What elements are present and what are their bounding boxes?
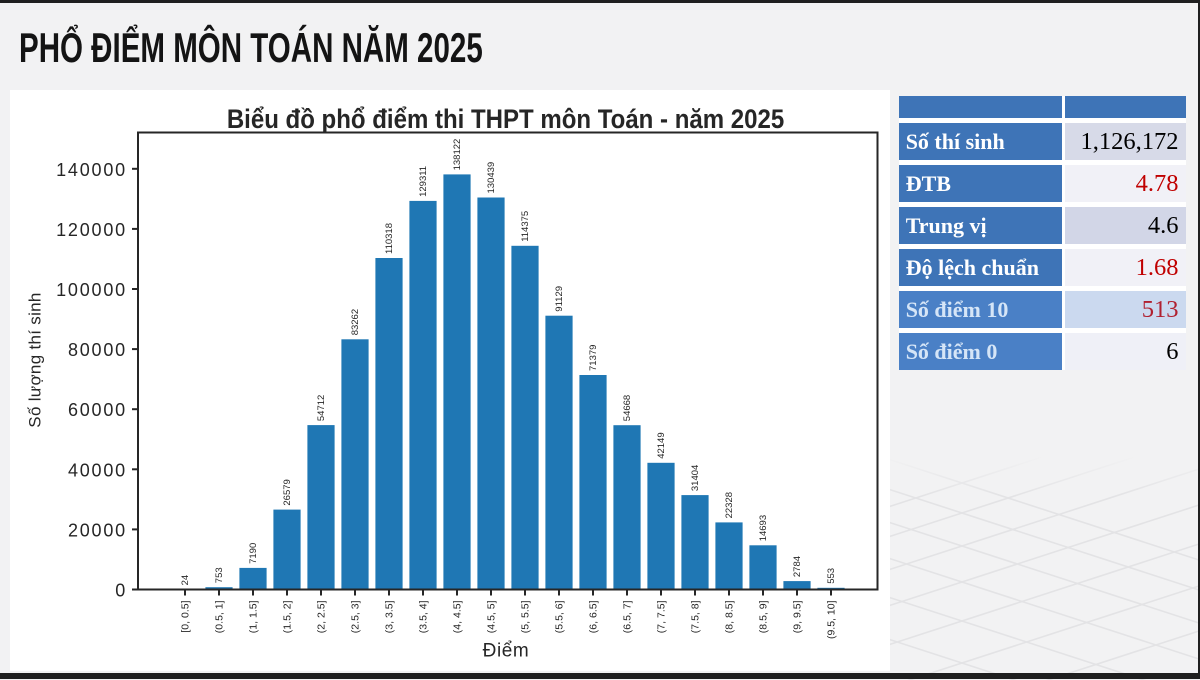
svg-text:40000: 40000 — [68, 460, 127, 480]
svg-text:83262: 83262 — [350, 309, 361, 335]
svg-text:(0.5, 1]: (0.5, 1] — [214, 600, 226, 633]
svg-text:71379: 71379 — [588, 345, 599, 371]
svg-text:14693: 14693 — [758, 515, 769, 541]
svg-text:(2.5, 3]: (2.5, 3] — [350, 600, 362, 633]
svg-text:(3, 3.5]: (3, 3.5] — [384, 600, 396, 633]
svg-text:(1, 1.5]: (1, 1.5] — [248, 600, 260, 633]
svg-text:120000: 120000 — [56, 220, 127, 240]
svg-text:Số lượng thí sinh: Số lượng thí sinh — [26, 292, 45, 427]
svg-text:110318: 110318 — [384, 223, 395, 254]
svg-text:26579: 26579 — [282, 479, 293, 505]
svg-text:(7.5, 8]: (7.5, 8] — [690, 600, 702, 633]
svg-text:60000: 60000 — [68, 400, 127, 420]
svg-text:54668: 54668 — [622, 395, 633, 421]
svg-text:(5, 5.5]: (5, 5.5] — [520, 600, 532, 633]
svg-text:(1.5, 2]: (1.5, 2] — [282, 600, 294, 633]
svg-text:(5.5, 6]: (5.5, 6] — [554, 600, 566, 633]
svg-text:(7, 7.5]: (7, 7.5] — [656, 600, 668, 633]
svg-text:100000: 100000 — [56, 280, 127, 300]
svg-text:0: 0 — [115, 581, 127, 601]
svg-text:(3.5, 4]: (3.5, 4] — [418, 600, 430, 633]
svg-text:(9.5, 10]: (9.5, 10] — [826, 600, 838, 639]
svg-text:(4.5, 5]: (4.5, 5] — [486, 600, 498, 633]
svg-text:31404: 31404 — [690, 465, 701, 491]
svg-text:114375: 114375 — [520, 211, 531, 242]
svg-text:(4, 4.5]: (4, 4.5] — [452, 600, 464, 633]
svg-text:553: 553 — [826, 568, 837, 584]
svg-text:54712: 54712 — [316, 395, 327, 421]
svg-text:24: 24 — [180, 575, 191, 586]
svg-text:753: 753 — [214, 567, 225, 583]
svg-text:138122: 138122 — [452, 139, 463, 171]
svg-text:[0, 0.5]: [0, 0.5] — [180, 600, 192, 632]
svg-text:Điểm: Điểm — [483, 641, 530, 662]
svg-text:Biểu đồ phổ điểm thi THPT môn: Biểu đồ phổ điểm thi THPT môn Toán - năm… — [227, 105, 784, 135]
svg-text:(6, 6.5]: (6, 6.5] — [588, 600, 600, 633]
svg-text:42149: 42149 — [656, 432, 667, 458]
svg-text:(2, 2.5]: (2, 2.5] — [316, 600, 328, 633]
svg-text:(8.5, 9]: (8.5, 9] — [758, 600, 770, 633]
svg-text:2784: 2784 — [792, 556, 803, 577]
svg-text:129311: 129311 — [418, 166, 429, 197]
svg-text:22328: 22328 — [724, 492, 735, 518]
svg-text:140000: 140000 — [56, 160, 127, 180]
svg-text:(8, 8.5]: (8, 8.5] — [724, 600, 736, 633]
svg-text:(9, 9.5]: (9, 9.5] — [792, 600, 804, 633]
svg-text:7190: 7190 — [248, 543, 259, 564]
svg-text:20000: 20000 — [68, 520, 127, 540]
svg-text:130439: 130439 — [486, 162, 497, 194]
svg-text:(6.5, 7]: (6.5, 7] — [622, 600, 634, 633]
svg-text:91129: 91129 — [554, 286, 565, 312]
svg-text:80000: 80000 — [68, 340, 127, 360]
